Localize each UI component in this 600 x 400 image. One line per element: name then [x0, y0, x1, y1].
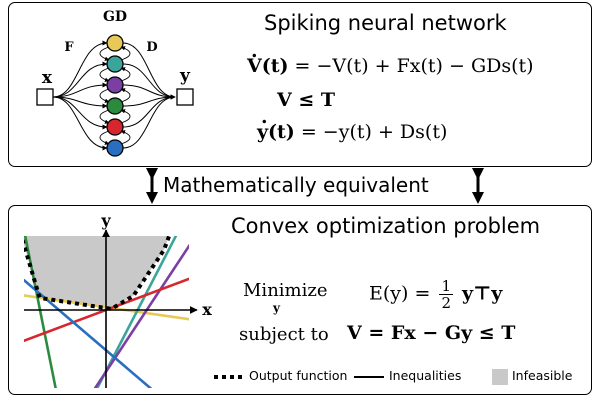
- panel-title-snn: Spiking neural network: [264, 11, 507, 35]
- output-connection: [122, 42, 176, 100]
- output-node-y: [176, 88, 194, 106]
- neuron-node: [106, 139, 124, 157]
- input-connection: [52, 82, 108, 98]
- connector-arrows: [146, 168, 484, 204]
- legend-graphics: [214, 369, 508, 385]
- input-connection: [52, 61, 108, 98]
- recurrent-connection: [120, 109, 131, 124]
- x-label: x: [42, 68, 53, 88]
- d-label: D: [146, 40, 157, 55]
- recurrent-connection: [120, 67, 131, 82]
- minimize-subscript: y: [273, 301, 280, 315]
- recurrent-connection: [99, 67, 110, 82]
- constraint-prefix: subject to: [239, 324, 329, 345]
- recurrent-connection: [99, 130, 110, 145]
- plot-x-label: x: [202, 300, 212, 319]
- recurrent-connection: [120, 46, 131, 61]
- output-function-curve: [24, 236, 172, 312]
- optimization-panel: Convex optimization problem y x Minimize…: [8, 205, 592, 395]
- inequality-line: [93, 243, 189, 388]
- objective-function: E(y) = 1 2 y⊤y: [369, 277, 503, 312]
- recurrent-connection: [99, 88, 110, 103]
- gd-label: GD: [103, 9, 127, 25]
- equation-readout: y(t) = −y(t) + Ds(t): [257, 106, 447, 143]
- readout-derivative: y(t): [257, 106, 295, 143]
- neuron-node: [106, 34, 124, 52]
- output-connection: [122, 94, 176, 128]
- recurrent-connection: [120, 130, 131, 145]
- legend-infeasible-swatch: [492, 369, 508, 385]
- recurrent-connection: [99, 46, 110, 61]
- neuron-node: [106, 55, 124, 73]
- neuron-node: [106, 118, 124, 136]
- f-label: F: [64, 40, 74, 55]
- equation-voltage: V(t) = −V(t) + Fx(t) − GDs(t): [247, 40, 534, 77]
- legend-infeasible-label: Infeasible: [512, 368, 573, 383]
- minimize-label: Minimize y: [243, 280, 328, 315]
- spiking-network-panel: Spiking neural network GD F D x y V(t) =…: [8, 2, 592, 167]
- neuron-node: [106, 97, 124, 115]
- output-connection: [122, 84, 176, 100]
- recurrent-connection: [99, 109, 110, 124]
- input-connection: [52, 96, 108, 151]
- legend-output-label: Output function: [249, 368, 348, 383]
- plot-y-label: y: [100, 211, 111, 230]
- constraint-equation: V = Fx − Gy ≤ T: [347, 322, 516, 344]
- network-diagram: GD F D x y: [36, 9, 194, 157]
- legend-inequalities-label: Inequalities: [389, 368, 462, 383]
- feasibility-plot: y x: [24, 211, 212, 388]
- input-connection: [52, 96, 108, 130]
- y-label: y: [179, 66, 191, 86]
- panel-title-optimization: Convex optimization problem: [231, 214, 541, 238]
- input-node-x: [36, 88, 54, 106]
- voltage-derivative: V(t): [247, 40, 289, 77]
- fraction-half: 1 2: [439, 277, 453, 312]
- neuron-node: [106, 76, 124, 94]
- equation-threshold: V ≤ T: [277, 89, 336, 111]
- equivalence-label: Mathematically equivalent: [163, 173, 429, 197]
- output-connection: [122, 94, 176, 149]
- input-connection: [52, 40, 108, 98]
- output-connection: [122, 63, 176, 100]
- recurrent-connection: [120, 88, 131, 103]
